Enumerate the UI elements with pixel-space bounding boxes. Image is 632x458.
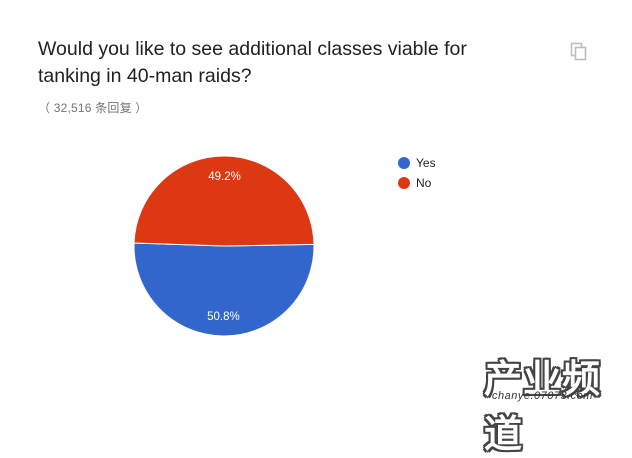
pie-label-yes: 50.8% (207, 311, 240, 323)
watermark-text: 产业频道 (484, 357, 602, 456)
legend-dot-no (398, 177, 410, 189)
pie-label-no: 49.2% (208, 171, 241, 183)
copy-button[interactable] (568, 40, 590, 62)
response-count: （ 32,516 条回复 ） (38, 101, 148, 115)
legend-item-yes[interactable]: Yes (398, 153, 436, 173)
pie-slice-no[interactable] (133, 155, 315, 247)
legend-label-no: No (416, 176, 432, 190)
legend-dot-yes (398, 157, 410, 169)
watermark-url: chanye.07073.com (492, 390, 593, 402)
pie-slice-yes[interactable] (133, 242, 315, 337)
pie-chart: 50.8% 49.2% (133, 155, 315, 337)
watermark-logo: 产业频道 chanye.07073.com (478, 348, 628, 456)
copy-icon (570, 42, 587, 61)
legend-label-yes: Yes (416, 156, 436, 170)
question-title: Would you like to see additional classes… (38, 38, 467, 87)
chart-legend: Yes No (398, 153, 436, 193)
legend-item-no[interactable]: No (398, 173, 436, 193)
